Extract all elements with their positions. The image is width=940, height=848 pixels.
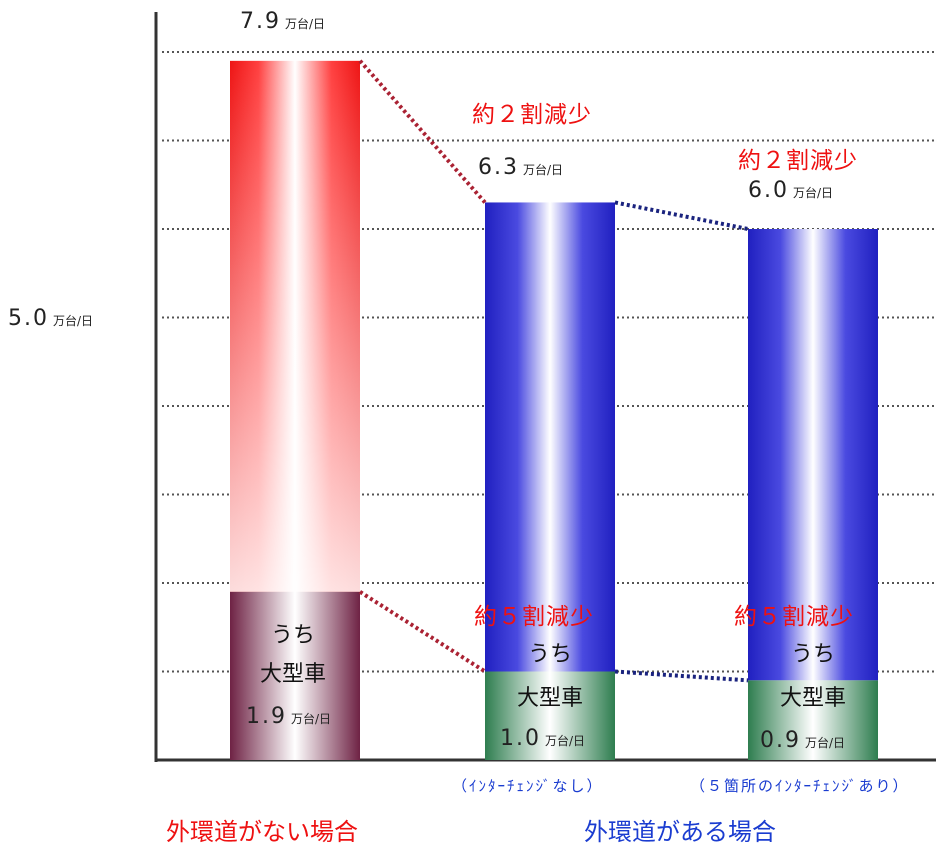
y-tick-value: 5.0 <box>8 306 49 331</box>
bar-2-total-segment <box>485 202 615 672</box>
bars <box>230 60 878 760</box>
bar-1-total-value: 7.9 <box>240 9 281 34</box>
bar-3-inner-label-1: うち <box>790 642 835 667</box>
reduction-large-2: 約５割減少 <box>734 604 854 630</box>
bar-2-total-unit: 万台/日 <box>523 163 564 177</box>
bar-2-large-label: 1.0 万台/日 <box>500 726 585 751</box>
bar-2-note: （ｲﾝﾀｰﾁｪﾝｼﾞなし） <box>452 777 604 795</box>
category-with: 外環道がある場合 <box>584 818 776 846</box>
bar-3-large-label: 0.9 万台/日 <box>760 728 845 753</box>
reduction-large-1: 約５割減少 <box>474 604 594 630</box>
connector-large-1-2 <box>358 590 487 674</box>
category-without: 外環道がない場合 <box>166 818 358 846</box>
bar-3-total-segment <box>748 229 878 681</box>
bar-2-large-value: 1.0 <box>500 726 541 751</box>
bar-3-large-value: 0.9 <box>760 728 801 753</box>
bar-1-large-value: 1.9 <box>246 704 287 729</box>
connector-total-2-3 <box>614 200 749 231</box>
connector-total-1-2 <box>358 59 487 204</box>
bar-3-inner-label-2: 大型車 <box>779 686 846 711</box>
bar-3-note: （５箇所のｲﾝﾀｰﾁｪﾝｼﾞあり） <box>690 777 910 795</box>
bar-2-total-label: 6.3 万台/日 <box>478 155 563 180</box>
y-tick-label: 5.0 万台/日 <box>8 306 93 331</box>
bar-1-total-fade <box>230 60 360 592</box>
y-tick-unit: 万台/日 <box>53 314 94 328</box>
bar-3-total-value: 6.0 <box>748 178 789 203</box>
bar-3-total-unit: 万台/日 <box>793 186 834 200</box>
bar-2-total-value: 6.3 <box>478 155 519 180</box>
bar-2-large-segment <box>485 671 615 760</box>
connector-large-2-3 <box>614 669 749 683</box>
bar-1-total-unit: 万台/日 <box>285 17 326 31</box>
bar-3-large-unit: 万台/日 <box>805 736 846 750</box>
connectors <box>358 59 749 683</box>
reduction-total-1: 約２割減少 <box>472 102 592 128</box>
bar-2-large-unit: 万台/日 <box>545 734 586 748</box>
bar-3-total-label: 6.0 万台/日 <box>748 178 833 203</box>
bar-1-large-label: 1.9 万台/日 <box>246 704 331 729</box>
bar-1-total-label: 7.9 万台/日 <box>240 9 325 34</box>
bar-1-inner-label-2: 大型車 <box>259 662 326 687</box>
bar-1-large-segment <box>230 591 360 760</box>
bar-2-inner-label-2: 大型車 <box>516 686 583 711</box>
reduction-total-2: 約２割減少 <box>738 148 858 174</box>
bar-3-large-segment <box>748 680 878 760</box>
bar-1-inner-label-1: うち <box>270 623 315 648</box>
bar-1-large-unit: 万台/日 <box>291 712 332 726</box>
bar-2-inner-label-1: うち <box>527 642 572 667</box>
